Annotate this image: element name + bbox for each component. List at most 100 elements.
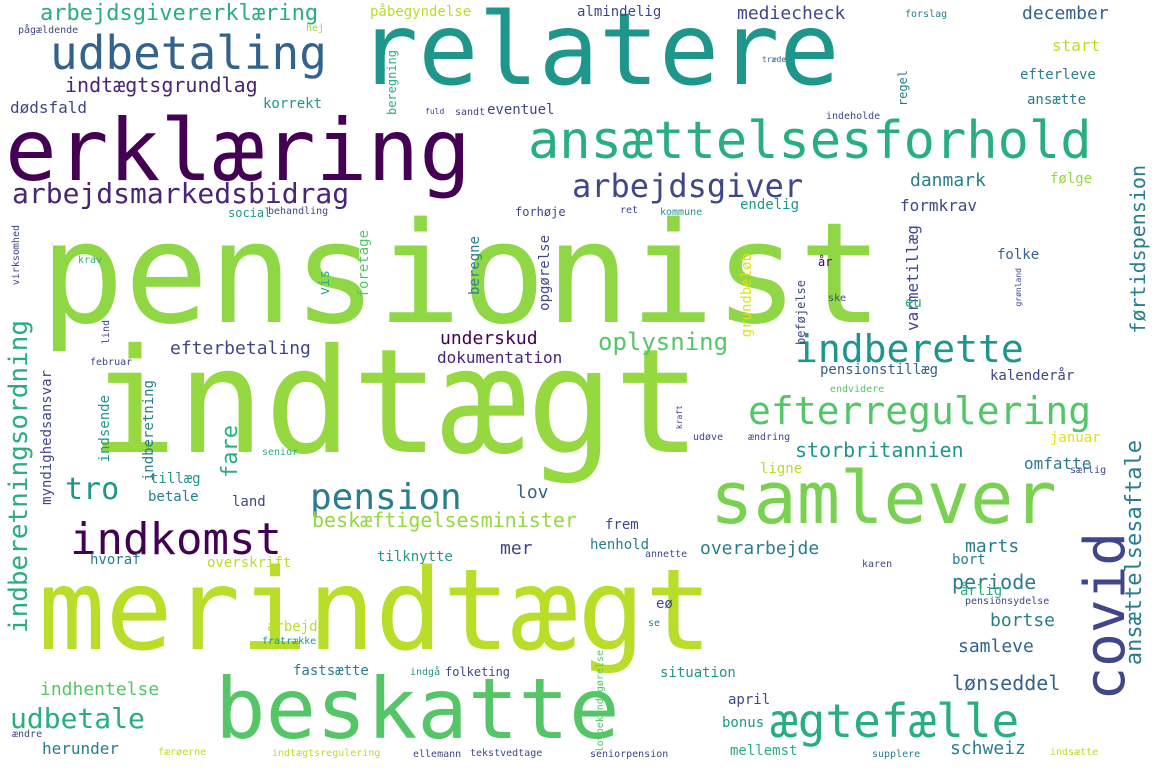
word-25: tro <box>65 472 120 507</box>
word-53: almindelig <box>577 4 662 20</box>
word-45: herunder <box>42 739 120 758</box>
word-73: foretage <box>356 230 372 298</box>
word-22: førtidspension <box>1126 165 1150 334</box>
word-55: forslag <box>905 9 948 20</box>
word-20: indtægtsgrundlag <box>65 73 258 97</box>
word-34: december <box>1022 3 1109 24</box>
word-31: periode <box>952 570 1037 594</box>
word-60: beregning <box>385 50 399 116</box>
word-87: myndighedsansvar <box>39 370 55 505</box>
word-70: kommune <box>660 207 703 218</box>
word-8: udbetaling <box>50 26 327 80</box>
word-0: pensionist <box>40 193 883 356</box>
word-78: beføjelse <box>794 280 808 346</box>
word-59: regel <box>896 70 910 107</box>
word-95: januar <box>1050 430 1101 446</box>
word-48: korrekt <box>263 96 323 112</box>
word-26: storbritannien <box>795 438 964 462</box>
word-56: hej <box>306 23 325 34</box>
word-68: forhøje <box>515 205 566 219</box>
word-69: ret <box>620 205 639 216</box>
word-123: bonus <box>722 715 765 731</box>
word-126: indtægtsregulering <box>272 748 381 759</box>
word-102: senior <box>262 447 299 458</box>
word-54: påbegyndelse <box>370 4 472 20</box>
word-94: udøve <box>693 432 724 443</box>
word-96: ligne <box>760 461 803 477</box>
word-74: vis <box>317 270 333 296</box>
word-118: fastsætte <box>293 663 369 679</box>
word-105: annette <box>645 549 688 560</box>
word-119: indgå <box>410 667 441 678</box>
word-36: formkrav <box>900 196 978 215</box>
word-63: indeholde <box>826 111 881 122</box>
word-41: marts <box>965 536 1020 557</box>
word-110: overskrift <box>207 555 292 571</box>
word-5: beskatte <box>215 660 620 758</box>
word-127: ellemann <box>413 749 462 760</box>
word-117: fratrække <box>262 636 317 647</box>
word-35: danmark <box>910 170 986 191</box>
word-109: tilknytte <box>377 549 453 565</box>
word-72: krav <box>78 255 103 266</box>
word-11: ægtefælle <box>770 694 1020 748</box>
word-32: lønseddel <box>952 671 1061 695</box>
word-86: indberetning <box>141 380 157 482</box>
word-1: indtægt <box>90 318 702 487</box>
word-29: dokumentation <box>437 348 563 367</box>
word-113: se <box>648 618 661 629</box>
word-88: indsende <box>97 395 113 463</box>
word-42: bortse <box>990 610 1056 631</box>
word-66: social <box>228 206 272 220</box>
word-44: schweiz <box>950 738 1026 759</box>
word-81: ske <box>828 293 847 304</box>
word-51: efterleve <box>1020 67 1096 83</box>
word-50: start <box>1052 36 1101 55</box>
word-116: arbejde <box>267 619 327 635</box>
word-84: lind <box>101 320 112 345</box>
word-121: situation <box>660 665 736 681</box>
word-49: eventuel <box>487 102 555 118</box>
word-115: årlig <box>960 583 1003 599</box>
word-40: mer <box>500 538 533 559</box>
word-19: udbetale <box>10 702 145 735</box>
word-58: træde <box>762 55 787 64</box>
word-104: henhold <box>590 537 650 553</box>
word-7: ansættelsesforhold <box>528 111 1092 171</box>
word-21: arbejdsgivererklæring <box>40 1 319 26</box>
word-99: tillæg <box>150 471 201 487</box>
word-76: opgørelse <box>537 235 553 311</box>
word-107: bort <box>952 552 986 568</box>
word-67: behandling <box>268 206 329 217</box>
word-47: dødsfald <box>10 98 88 117</box>
word-38: fare <box>218 425 243 478</box>
word-71: virksomhed <box>11 225 22 286</box>
word-80: folke <box>997 247 1040 263</box>
word-97: omfatte <box>1024 454 1092 473</box>
word-14: indberette <box>795 327 1024 371</box>
word-9: efterregulering <box>748 389 1092 433</box>
word-33: mediecheck <box>737 3 846 24</box>
word-131: supplere <box>872 749 921 760</box>
word-111: lovbekendtgørelse <box>595 650 606 753</box>
word-112: eø <box>656 596 673 612</box>
word-27: efterbetaling <box>170 338 311 359</box>
word-61: fuld <box>425 107 445 116</box>
word-124: ændre <box>12 729 43 740</box>
word-39: lov <box>516 482 549 503</box>
word-24: oplysning <box>598 328 729 356</box>
word-6: samlever <box>710 456 1057 540</box>
word-3: relatere <box>358 0 840 108</box>
word-120: folketing <box>445 665 511 679</box>
word-16: arbejdsmarkedsbidrag <box>12 177 350 210</box>
word-91: endvidere <box>830 384 885 395</box>
word-28: underskud <box>440 328 538 349</box>
word-12: pension <box>310 477 462 518</box>
word-92: kraft <box>675 405 684 430</box>
word-46: indhentelse <box>40 679 160 700</box>
word-85: februar <box>90 357 133 368</box>
word-4: erklæring <box>5 101 471 201</box>
word-37: varmetillæg <box>903 225 922 331</box>
word-106: karen <box>862 559 893 570</box>
